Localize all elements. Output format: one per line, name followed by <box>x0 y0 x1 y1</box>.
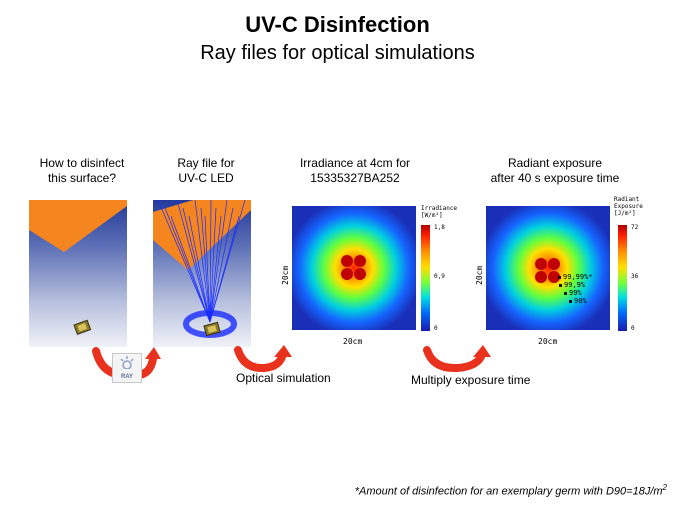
caption-rayfile-line2: UV-C LED <box>178 171 234 185</box>
exposure-tick-max: 72 <box>631 224 639 231</box>
caption-exposure: Radiant exposure after 40 s exposure tim… <box>480 156 630 186</box>
hotspot <box>354 268 366 280</box>
exposure-ylabel: 20cm <box>475 265 484 285</box>
ray-line <box>209 200 246 323</box>
exposure-heatmap <box>486 206 610 330</box>
ray-line <box>188 215 211 323</box>
slide-title: UV-C Disinfection <box>245 12 430 37</box>
irradiance-tick-mid: 0,9 <box>434 273 445 280</box>
exposure-annotation-1: 99,99%* <box>563 273 593 281</box>
ray-line <box>194 200 211 323</box>
marker <box>564 292 567 295</box>
marker <box>558 276 561 279</box>
ray-line <box>182 207 211 323</box>
caption-surface-line2: this surface? <box>47 171 117 185</box>
surface-scene-image <box>29 200 127 347</box>
caption-exposure-line2: after 40 s exposure time <box>490 171 620 185</box>
irradiance-colorbar-title-line1: Irradiance <box>421 205 458 212</box>
led-chip <box>203 321 221 337</box>
irradiance-tick-max: 1,8 <box>434 224 445 231</box>
ray-line <box>209 200 228 323</box>
ray-line <box>209 207 217 323</box>
rayfile-scene-image <box>153 200 251 347</box>
caption-surface-line1: How to disinfect <box>39 156 125 170</box>
exposure-colorbar-title-line1: Radiant <box>614 196 640 203</box>
irradiance-heatmap <box>292 206 416 330</box>
hotspot <box>341 268 353 280</box>
hotspot <box>341 255 353 267</box>
exposure-xlabel: 20cm <box>538 337 558 346</box>
ray-line <box>209 215 222 323</box>
orange-surface <box>153 200 251 270</box>
footnote-superscript: 2 <box>662 483 667 492</box>
caption-rayfile-line1: Ray file for <box>177 156 235 170</box>
footnote-text: *Amount of disinfection for an exemplary… <box>354 485 663 498</box>
caption-rayfile: Ray file for UV-C LED <box>146 156 266 186</box>
irradiance-tick-min: 0 <box>434 325 438 332</box>
exposure-tick-mid: 36 <box>631 273 639 280</box>
exposure-tick-min: 0 <box>631 325 635 332</box>
hotspot <box>548 258 560 270</box>
exposure-annotation-2: 99,9% <box>564 281 586 289</box>
exposure-colorbar-title: Radiant Exposure [J/m²] <box>614 196 643 217</box>
hotspot <box>535 258 547 270</box>
hotspot <box>535 271 547 283</box>
slide-subtitle: Ray files for optical simulations <box>200 42 475 64</box>
multiply-exposure-label: Multiply exposure time <box>411 373 531 387</box>
curved-arrow-icon <box>234 345 292 373</box>
led-chip <box>73 319 92 336</box>
exposure-colorbar-title-line3: [J/m²] <box>614 210 636 217</box>
caption-exposure-line1: Radiant exposure <box>507 156 603 170</box>
ray-line <box>209 200 212 323</box>
caption-irradiance: Irradiance at 4cm for 15335327BA252 <box>285 156 425 186</box>
exposure-annotation-3: 99% <box>569 289 582 297</box>
marker <box>559 284 562 287</box>
irradiance-colorbar <box>421 225 430 331</box>
irradiance-xlabel: 20cm <box>343 337 363 346</box>
exposure-colorbar-title-line2: Exposure <box>614 203 643 210</box>
hotspot <box>354 255 366 267</box>
ray-line <box>170 215 211 323</box>
ray-line <box>200 207 211 323</box>
ray-logo-text: RAY <box>120 374 134 380</box>
ray-line <box>204 215 211 323</box>
irradiance-colorbar-title: Irradiance [W/m²] <box>421 205 457 219</box>
ray-logo: RAY <box>112 353 142 383</box>
caption-irradiance-line1: Irradiance at 4cm for <box>299 156 411 170</box>
curved-arrow-icon <box>423 345 491 373</box>
hotspot <box>548 271 560 283</box>
exposure-annotation-4: 90% <box>574 297 587 305</box>
exposure-colorbar <box>618 225 627 331</box>
ray-line <box>176 200 211 323</box>
marker <box>569 300 572 303</box>
footnote: *Amount of disinfection for an exemplary… <box>355 483 667 498</box>
irradiance-ylabel: 20cm <box>281 265 290 285</box>
sun-icon <box>120 356 134 370</box>
ray-line <box>209 207 234 323</box>
ray-line <box>164 207 211 323</box>
orange-surface <box>29 200 127 252</box>
irradiance-colorbar-title-line2: [W/m²] <box>421 212 443 219</box>
optical-simulation-label: Optical simulation <box>236 371 331 385</box>
caption-surface: How to disinfect this surface? <box>22 156 142 186</box>
caption-irradiance-line2: 15335327BA252 <box>310 171 400 185</box>
uv-rays <box>157 200 246 323</box>
ray-line <box>157 200 211 323</box>
